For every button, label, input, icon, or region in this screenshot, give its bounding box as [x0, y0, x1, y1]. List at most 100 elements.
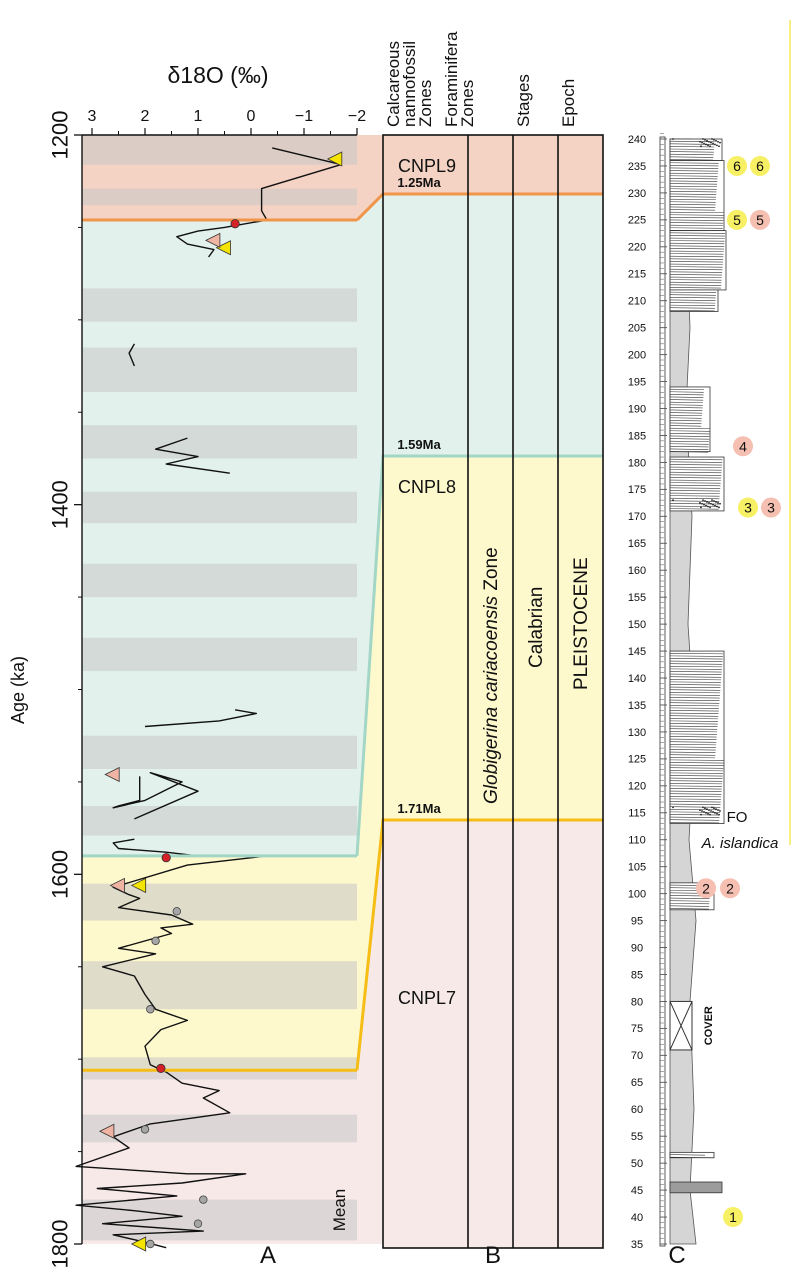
bed-lamina: [669, 782, 723, 785]
bed-lamina: [669, 274, 722, 276]
x-tick-label-0: 3: [88, 108, 97, 125]
pebble: [718, 813, 720, 816]
bed-lamina: [669, 266, 723, 268]
bed-lamina: [669, 759, 724, 761]
pebble: [716, 505, 718, 508]
bed-lamina: [669, 188, 717, 190]
scale-bar: [659, 136, 666, 1247]
pebble: [713, 139, 715, 141]
bed-lamina: [669, 219, 724, 221]
bed-lamina: [669, 652, 724, 655]
mean-label: Mean: [330, 1189, 349, 1232]
bed-package-5: [669, 456, 725, 512]
bed-package-1: [669, 160, 725, 232]
red-dot-marker-1: [161, 853, 171, 863]
bed-lamina: [669, 712, 719, 714]
pebble: [713, 500, 715, 502]
sample-marker-4: [733, 436, 753, 457]
y-tick-label-1: 1400: [48, 480, 73, 529]
bed-lamina: [669, 720, 718, 722]
bed-lamina: [669, 905, 710, 907]
boundary-age-label-1: 1.59Ma: [397, 437, 441, 452]
pebble: [715, 808, 717, 811]
glacial-band-2: [82, 288, 357, 322]
bed-lamina: [669, 461, 723, 463]
bed-lamina: [669, 211, 724, 214]
bed-lamina: [669, 756, 716, 759]
bed-lamina: [669, 255, 724, 258]
depth-tick-label-10: 85: [631, 969, 643, 981]
dark-bed: [669, 1181, 723, 1194]
d18o-series-segment-1: [128, 343, 136, 367]
bed-lamina: [669, 725, 718, 727]
bed-lamina: [669, 1156, 714, 1159]
yellow-triangle-marker-1: [215, 240, 231, 256]
bed-lamina: [669, 304, 716, 307]
bed-lamina: [669, 471, 722, 474]
bed-lamina: [669, 198, 716, 201]
depth-tick-label-15: 110: [628, 835, 646, 847]
bed-lamina: [669, 490, 721, 492]
bed-lamina: [669, 466, 722, 468]
pebble: [702, 499, 704, 502]
bed-lamina: [669, 297, 716, 299]
salmon-triangle-marker-0: [205, 232, 221, 249]
bed-lamina: [669, 281, 722, 284]
glacial-band-13: [82, 1114, 357, 1143]
bed-lamina: [669, 702, 720, 704]
bed-lamina: [669, 248, 724, 250]
bed-lamina: [669, 803, 721, 805]
pebble: [672, 806, 674, 809]
glacial-band-7: [82, 637, 357, 672]
bed-lamina: [669, 691, 721, 694]
bed-lamina: [669, 743, 717, 746]
pebble: [700, 145, 702, 148]
pebble: [710, 141, 712, 144]
bed-lamina: [669, 422, 702, 424]
bed-lamina: [669, 811, 720, 813]
bed-lamina: [669, 736, 717, 738]
epoch-label: PLEISTOCENE: [571, 557, 592, 690]
bed-lamina: [669, 414, 702, 417]
depth-tick-label-25: 160: [628, 565, 646, 577]
bed-lamina: [669, 902, 710, 905]
depth-tick-label-29: 180: [628, 457, 646, 469]
pebble: [718, 506, 720, 509]
pebble: [707, 812, 709, 815]
depth-tick-label-1: 40: [631, 1212, 643, 1224]
pebble: [719, 141, 721, 144]
bed-lamina: [669, 790, 722, 792]
pebble: [705, 504, 707, 507]
pebble: [701, 502, 703, 505]
grey-dot-marker-2: [146, 1005, 155, 1014]
zone-fill-3: [383, 820, 603, 1248]
bed-lamina: [669, 165, 719, 167]
y-tick-label-0: 1200: [48, 111, 73, 160]
bed-lamina: [669, 279, 722, 281]
x-tick-label-2: 1: [194, 108, 203, 125]
bed-lamina: [669, 780, 723, 782]
sample-marker-6: [761, 497, 781, 518]
bed-lamina: [669, 814, 720, 816]
pebble: [672, 138, 674, 140]
depth-tick-label-3: 50: [631, 1158, 643, 1170]
bed-lamina: [669, 710, 719, 712]
pebble: [719, 502, 721, 505]
bed-lamina: [669, 271, 723, 273]
sample-marker-3: [750, 209, 770, 230]
grey-dot-marker-1: [151, 936, 160, 946]
pebble: [703, 811, 705, 813]
sample-marker-label-2: 5: [733, 212, 741, 228]
bed-lamina: [669, 409, 703, 411]
bed-lamina: [669, 245, 725, 247]
pebble: [714, 811, 716, 814]
depth-tick-label-21: 140: [628, 673, 646, 685]
table-frame: [382, 134, 604, 1249]
depth-tick-label-26: 165: [628, 538, 646, 550]
bed-lamina: [669, 697, 720, 699]
pebble: [716, 144, 718, 147]
bed-lamina: [669, 671, 722, 673]
bed-lamina: [669, 704, 720, 707]
sample-marker-label-8: 2: [726, 880, 734, 896]
cover-cross-2: [669, 1001, 693, 1051]
